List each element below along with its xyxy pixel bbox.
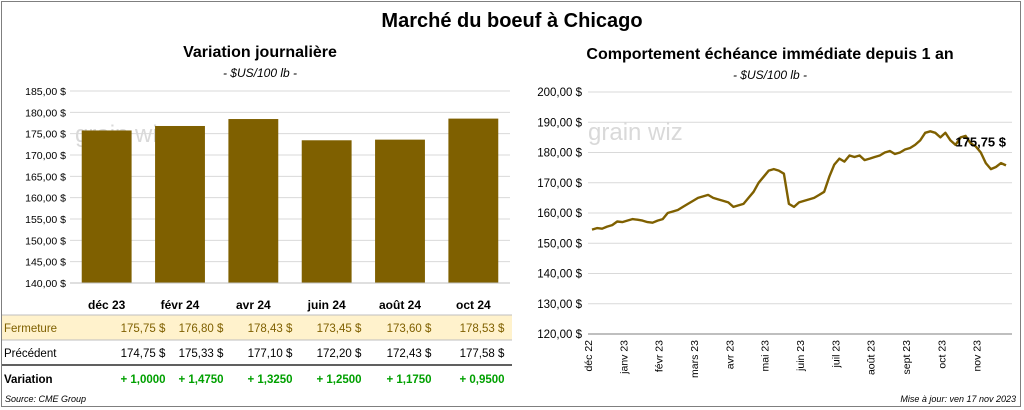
y-tick-label: 190,00 $ bbox=[537, 117, 582, 129]
x-tick-label: mars 23 bbox=[689, 340, 701, 378]
y-tick-label: 160,00 $ bbox=[537, 208, 582, 220]
y-tick-label: 185,00 $ bbox=[25, 86, 66, 98]
main-title: Marché du boeuf à Chicago bbox=[381, 10, 643, 32]
x-tick-label: août 23 bbox=[866, 340, 878, 375]
plot-area bbox=[70, 91, 510, 283]
x-tick-label: déc 22 bbox=[583, 340, 595, 372]
x-category-label: févr 24 bbox=[161, 298, 200, 312]
x-tick-label: nov 23 bbox=[972, 340, 984, 372]
x-category-label: déc 23 bbox=[88, 298, 126, 312]
bar bbox=[155, 125, 205, 283]
x-category-label: août 24 bbox=[379, 298, 421, 312]
bar bbox=[228, 119, 279, 283]
left-bar-chart: 140,00 $ 145,00 $ 150,00 $ 155,00 $ 160,00 $… bbox=[25, 86, 510, 312]
y-tick-label: 160,00 $ bbox=[25, 193, 66, 205]
bar bbox=[81, 130, 132, 283]
y-tick-label: 175,00 $ bbox=[25, 129, 66, 141]
left-chart-unit: - $US/100 lb - bbox=[222, 66, 298, 80]
y-tick-label: 145,00 $ bbox=[25, 257, 66, 269]
x-tick-label: juil 23 bbox=[830, 340, 842, 369]
right-chart-unit: - $US/100 lb - bbox=[732, 68, 808, 82]
y-tick-label: 120,00 $ bbox=[537, 329, 582, 341]
y-tick-label: 180,00 $ bbox=[25, 107, 66, 119]
x-category-label: avr 24 bbox=[236, 298, 271, 312]
last-value-label: 175,75 $ bbox=[955, 134, 1006, 149]
y-tick-label: 155,00 $ bbox=[25, 214, 66, 226]
y-tick-label: 150,00 $ bbox=[25, 235, 66, 247]
x-tick-label: oct 23 bbox=[936, 340, 948, 369]
x-tick-label: janv 23 bbox=[618, 340, 630, 375]
footer-source: Source: CME Group bbox=[5, 394, 87, 404]
x-category-label: oct 24 bbox=[456, 298, 491, 312]
bar bbox=[375, 139, 425, 283]
x-category-label: juin 24 bbox=[307, 298, 346, 312]
x-tick-label: mai 23 bbox=[760, 340, 772, 372]
right-chart-title: Comportement échéance immédiate depuis 1… bbox=[586, 46, 954, 63]
x-tick-label: févr 23 bbox=[654, 340, 666, 372]
x-tick-label: sept 23 bbox=[901, 340, 913, 375]
y-tick-label: 150,00 $ bbox=[537, 238, 582, 250]
bar bbox=[448, 118, 499, 283]
footer-update: Mise à jour: ven 17 nov 2023 bbox=[900, 394, 1016, 404]
right-line-chart: 120,00 $ 130,00 $ 140,00 $ 150,00 $ 160,00 $… bbox=[537, 87, 1012, 378]
y-tick-label: 165,00 $ bbox=[25, 171, 66, 183]
x-tick-label: avr 23 bbox=[724, 340, 736, 369]
y-tick-label: 170,00 $ bbox=[537, 178, 582, 190]
y-tick-label: 170,00 $ bbox=[25, 150, 66, 162]
y-tick-label: 140,00 $ bbox=[25, 278, 66, 290]
series-line bbox=[591, 130, 1007, 231]
y-tick-label: 180,00 $ bbox=[537, 148, 582, 160]
y-tick-label: 130,00 $ bbox=[537, 299, 582, 311]
y-tick-label: 140,00 $ bbox=[537, 269, 582, 281]
left-chart-title: Variation journalière bbox=[183, 44, 337, 61]
y-tick-label: 200,00 $ bbox=[537, 87, 582, 99]
watermark-right: grain wiz bbox=[588, 119, 683, 146]
bar bbox=[301, 140, 352, 283]
x-tick-label: juin 23 bbox=[795, 340, 807, 372]
